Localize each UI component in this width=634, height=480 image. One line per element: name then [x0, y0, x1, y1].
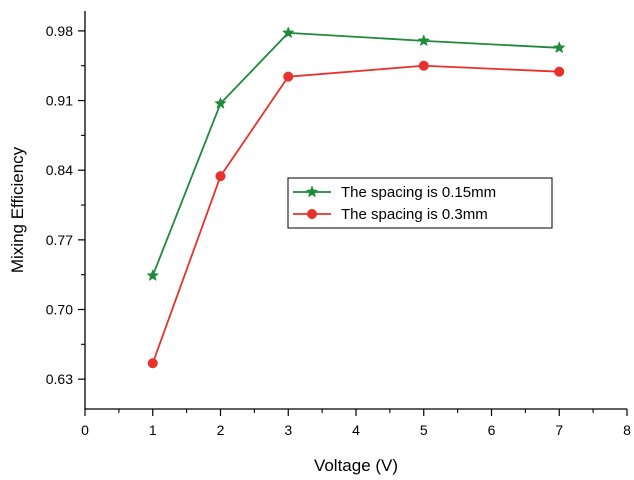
star-marker-point: [146, 268, 160, 282]
legend-label: The spacing is 0.15mm: [341, 184, 496, 201]
x-tick-label: 0: [81, 422, 89, 438]
circle-marker-point: [215, 171, 226, 182]
y-tick-label: 0.70: [46, 302, 73, 318]
circle-marker-point: [147, 358, 158, 369]
circle-marker-point: [418, 60, 429, 71]
x-tick-label: 1: [149, 422, 157, 438]
y-axis-title: Mixing Efficiency: [8, 146, 27, 273]
x-tick-label: 8: [623, 422, 631, 438]
star-marker-point: [417, 34, 431, 47]
legend-star-icon: [305, 185, 319, 198]
x-axis-title: Voltage (V): [314, 456, 398, 475]
x-tick-label: 3: [284, 422, 292, 438]
legend-item: The spacing is 0.15mm: [293, 184, 496, 201]
y-tick-label: 0.77: [46, 232, 73, 248]
legend-circle-icon: [306, 208, 318, 220]
data-series: [146, 26, 566, 369]
x-tick-label: 2: [217, 422, 225, 438]
star-marker-point: [552, 41, 566, 54]
circle-marker-point: [283, 71, 294, 82]
series-2: [147, 60, 565, 369]
legend-item: The spacing is 0.3mm: [293, 206, 488, 223]
y-tick-label: 0.98: [46, 23, 73, 39]
x-tick-label: 7: [555, 422, 563, 438]
axes: 0 1 2 3 4 5 6 7 8 0.63 0.70 0.77 0.84 0.91 0.98: [46, 11, 631, 438]
legend: The spacing is 0.15mm The spacing is 0.3m…: [287, 177, 553, 229]
y-tick-label: 0.91: [46, 93, 73, 109]
star-marker-point: [281, 26, 295, 39]
x-tick-label: 4: [352, 422, 360, 438]
legend-box: [287, 177, 553, 229]
star-marker-point: [214, 96, 227, 109]
y-tick-label: 0.63: [46, 371, 73, 387]
series-1: [146, 26, 566, 282]
x-tick-label: 5: [420, 422, 428, 438]
y-tick-label: 0.84: [46, 162, 73, 178]
legend-label: The spacing is 0.3mm: [341, 206, 488, 223]
x-tick-label: 6: [488, 422, 496, 438]
circle-marker-point: [554, 66, 565, 77]
